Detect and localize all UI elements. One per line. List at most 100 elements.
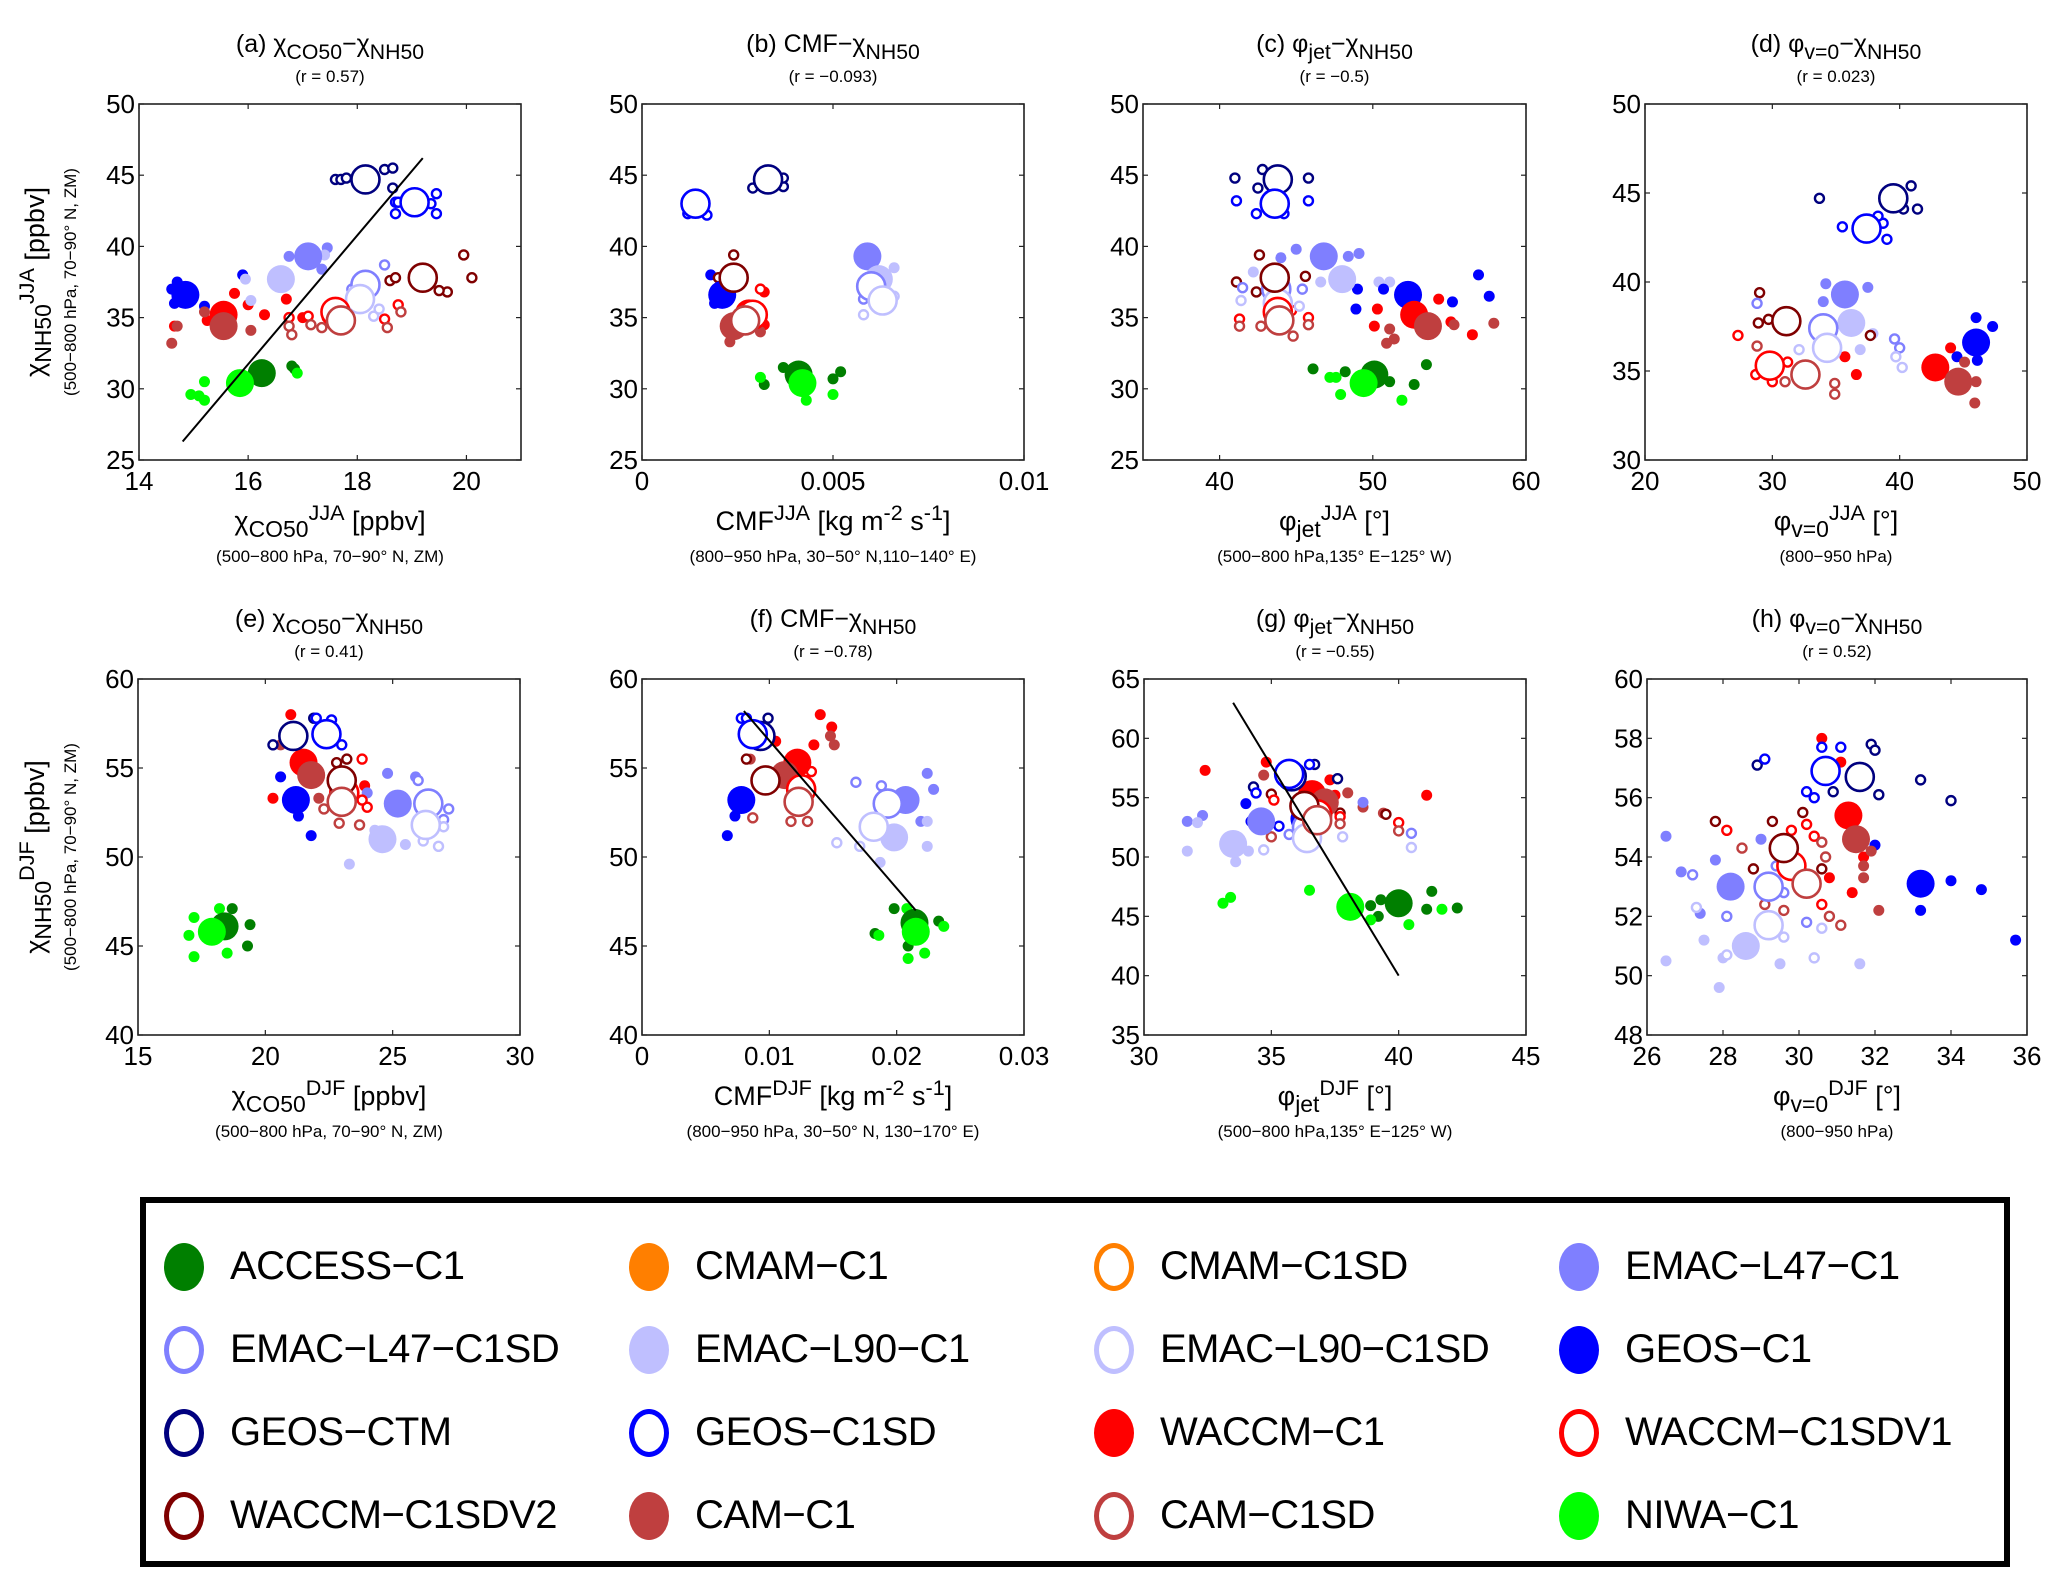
sample-point-geos-ctm <box>1905 180 1917 192</box>
sample-point-geos-ctm <box>1252 182 1264 194</box>
sample-point-cam-c1 <box>828 739 840 751</box>
sample-point-emac-l90-c1 <box>239 273 251 285</box>
sample-point-geos-c1sd <box>389 207 402 220</box>
sample-point-geos-c1sd <box>1303 758 1316 771</box>
sample-point-emac-l47-c1 <box>1709 854 1721 866</box>
sample-point-geos-ctm <box>1914 774 1927 786</box>
panel-b: (b) CMF−χNH50 (r = −0.093) 0 0.005 0.01 25 30 3… <box>609 30 1049 566</box>
mean-point-cam-c1sd <box>783 786 814 818</box>
x-tick-label: 36 <box>2013 1041 2042 1071</box>
sample-point-cam-c1sd <box>1835 919 1847 931</box>
sample-point-niwa-c1 <box>188 951 200 963</box>
mean-point-emac-l90-c1 <box>1328 265 1357 294</box>
panel-title: (e) χCO50−χNH50 <box>235 605 423 639</box>
sample-point-geos-c1 <box>1378 283 1390 295</box>
sample-point-cam-c1sd <box>1302 319 1315 331</box>
y-tick-label: 60 <box>609 664 638 694</box>
sample-point-emac-l47-c1sd <box>1236 281 1249 294</box>
sample-point-access-c1 <box>1426 885 1438 897</box>
sample-point-emac-l47-c1sd <box>1296 283 1309 295</box>
sample-point-emac-l90-c1sd <box>1896 361 1908 374</box>
axes-box <box>1646 678 2028 1036</box>
mean-point-emac-l90-c1sd <box>858 811 890 843</box>
legend-label: WACCM−C1SDV1 <box>1625 1410 1953 1454</box>
sample-point-emac-l90-c1 <box>1713 982 1725 994</box>
mean-point-waccm-c1sdv2 <box>1771 305 1802 337</box>
sample-point-waccm-c1 <box>1816 732 1828 744</box>
filled-circle-icon <box>1559 1242 1599 1291</box>
y-axis-label: χNH50JJA [ppbv] <box>14 187 56 377</box>
filled-circle-icon <box>1094 1408 1134 1457</box>
sample-point-waccm-c1sdv2 <box>1797 806 1809 819</box>
sample-point-cam-c1 <box>1342 787 1354 799</box>
sample-point-waccm-c1sdv2 <box>458 249 470 261</box>
y-tick-label: 45 <box>105 931 134 961</box>
sample-point-access-c1 <box>1451 902 1463 914</box>
x-tick-label: 35 <box>1257 1041 1286 1071</box>
sample-point-niwa-c1 <box>902 952 914 964</box>
sample-point-emac-l90-c1sd <box>1793 343 1805 356</box>
mean-point-emac-l90-c1sd <box>1753 909 1784 941</box>
sample-point-cam-c1sd <box>1823 910 1836 923</box>
panel-d: (d) φv=0−χNH50(r = 0.023)20 30 40 503035404… <box>1612 30 2041 566</box>
panel-e: (e) χCO50−χNH50 (r = 0.41) 15 20 25 30 40 45 50 5… <box>14 605 534 1141</box>
y-tick-label: 45 <box>1612 178 1641 208</box>
sample-point-waccm-c1 <box>1839 351 1851 363</box>
sample-point-geos-c1sd <box>1800 786 1813 798</box>
sample-point-emac-l47-c1sd <box>412 774 424 787</box>
sample-point-geos-c1 <box>1473 269 1485 281</box>
y-tick-label: 40 <box>105 1020 134 1050</box>
sample-point-cam-c1sd <box>747 812 759 824</box>
markers <box>721 709 950 964</box>
legend-label: CAM−C1SD <box>1160 1493 1375 1537</box>
panel-title: (f) CMF−χNH50 <box>750 605 917 639</box>
sample-point-waccm-c1sdv1 <box>356 753 368 765</box>
sample-point-emac-l47-c1 <box>1755 833 1767 845</box>
filled-circle-icon <box>1559 1491 1599 1540</box>
mean-point-geos-c1sd <box>1810 755 1841 787</box>
sample-point-emac-l90-c1 <box>1660 955 1672 967</box>
x-axis-sublabel: (500−800 hPa,135° E−125° W) <box>1218 1122 1453 1141</box>
regression-line <box>743 710 917 912</box>
mean-point-cam-c1 <box>1413 312 1442 341</box>
legend-item-geos-c1: GEOS−C1 <box>1559 1308 1989 1391</box>
x-tick-label: 0.02 <box>871 1041 922 1071</box>
sample-point-cam-c1 <box>824 730 836 742</box>
y-tick-label: 40 <box>1110 231 1139 261</box>
x-axis-label: CMFDJF [kg m-2 s-1] <box>714 1075 953 1111</box>
sample-point-geos-ctm <box>1813 192 1826 205</box>
sample-point-waccm-c1 <box>285 709 297 721</box>
sample-point-cam-c1sd <box>1829 377 1841 390</box>
x-tick-label: 40 <box>1885 466 1914 496</box>
sample-point-waccm-c1 <box>1368 320 1380 332</box>
sample-point-niwa-c1 <box>1217 897 1229 909</box>
legend-item-cmam-c1sd: CMAM−C1SD <box>1094 1225 1559 1308</box>
markers <box>166 162 478 406</box>
sample-point-waccm-c1 <box>1850 369 1862 381</box>
sample-point-cam-c1 <box>171 320 183 332</box>
sample-point-niwa-c1 <box>827 388 839 400</box>
mean-point-cam-c1 <box>1842 825 1870 854</box>
sample-point-emac-l47-c1sd <box>1893 342 1906 354</box>
legend-item-emac-l47-c1: EMAC−L47−C1 <box>1559 1225 1989 1308</box>
x-tick-label: 18 <box>343 466 372 496</box>
sample-point-cam-c1 <box>1873 904 1885 916</box>
y-axis-label: χNH50DJF [ppbv] <box>14 760 56 954</box>
sample-point-geos-ctm <box>1827 786 1839 798</box>
x-axis-sublabel: (800−950 hPa, 30−50° N, 130−170° E) <box>687 1122 980 1141</box>
sample-point-cam-c1 <box>245 324 257 336</box>
axes-box <box>641 103 1025 461</box>
x-axis-label: χCO50JJA [ppbv] <box>234 500 425 542</box>
sample-point-emac-l90-c1sd <box>1721 949 1733 961</box>
panel-h: (h) φv=0−χNH50 (r = 0.52) 26 28 30 32 34 36 48 50… <box>1614 605 2041 1141</box>
regression-line <box>181 157 424 443</box>
y-tick-label: 25 <box>609 445 638 475</box>
sample-point-waccm-c1 <box>259 309 271 321</box>
legend-item-emac-l90-c1: EMAC−L90−C1 <box>629 1308 1094 1391</box>
x-axis-sublabel: (500−800 hPa,135° E−125° W) <box>1217 547 1452 566</box>
sample-point-emac-l47-c1 <box>1290 243 1302 255</box>
sample-point-cam-c1sd <box>1778 904 1790 917</box>
x-tick-label: 30 <box>1130 1041 1159 1071</box>
mean-point-emac-l47-c1 <box>1830 280 1859 309</box>
mean-point-emac-l90-c1 <box>1731 932 1760 960</box>
